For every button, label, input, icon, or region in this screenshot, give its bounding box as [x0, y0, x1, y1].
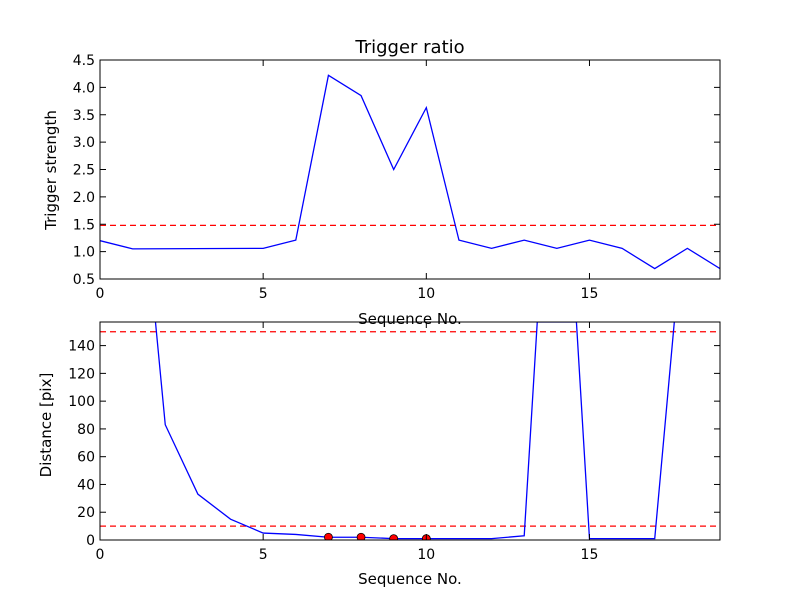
- bottom-y-tick-label: 20: [77, 505, 95, 521]
- bottom-y-tick-label: 100: [68, 394, 95, 410]
- top-x-tick-label: 15: [581, 286, 599, 302]
- bottom-y-tick-label: 60: [77, 450, 95, 466]
- bottom-series-line-0: [154, 322, 675, 540]
- bottom-marker-point: [324, 532, 333, 540]
- top-plot-ticks: 0 5 10 15 0.5 1.0 1.5 2.0 2.5 3.0 3.5 4.0 4.5: [73, 53, 720, 302]
- top-y-tick-label: 2.5: [73, 163, 95, 179]
- top-x-tick-label: 0: [96, 286, 105, 302]
- bottom-x-tick-label: 5: [259, 547, 268, 563]
- top-plot-frame: [99, 59, 721, 280]
- top-y-tick-label: 2.0: [73, 190, 95, 206]
- bottom-x-tick-label: 0: [96, 547, 105, 563]
- top-plot: 0 5 10 15 0.5 1.0 1.5 2.0 2.5 3.0 3.5 4.0 4.5 Sequen…: [42, 53, 721, 328]
- bottom-y-tick-label: 140: [68, 339, 95, 355]
- top-y-tick-label: 1.5: [73, 217, 95, 233]
- top-y-tick-label: 1.0: [73, 245, 95, 261]
- bottom-x-axis-label: Sequence No.: [358, 570, 462, 588]
- bottom-y-tick-label: 80: [77, 422, 95, 438]
- top-y-tick-label: 4.0: [73, 80, 95, 96]
- bottom-x-tick-label: 10: [417, 547, 435, 563]
- bottom-plot-frame: [99, 321, 721, 541]
- bottom-marker-point: [389, 534, 399, 540]
- top-y-tick-label: 4.5: [73, 53, 95, 69]
- top-y-tick-label: 0.5: [73, 272, 95, 288]
- bottom-plot-ticks: 0 5 10 15 0 20 40 60 80 100 120 140: [68, 322, 720, 563]
- top-plot-data: [100, 74, 720, 270]
- top-y-tick-label: 3.0: [73, 135, 95, 151]
- top-x-tick-label: 10: [417, 286, 435, 302]
- bottom-marker-point: [356, 532, 366, 540]
- top-y-axis-label: Trigger strength: [42, 110, 60, 231]
- top-x-tick-label: 5: [259, 286, 268, 302]
- top-series-line-0: [100, 74, 720, 270]
- bottom-y-axis-label: Distance [pix]: [37, 373, 55, 478]
- top-x-axis-label: Sequence No.: [358, 310, 462, 328]
- bottom-y-tick-label: 0: [86, 533, 95, 549]
- bottom-y-tick-label: 120: [68, 366, 95, 382]
- bottom-plot: 0 5 10 15 0 20 40 60 80 100 120 140 Sequence No. Di…: [37, 321, 721, 588]
- bottom-y-tick-label: 40: [77, 477, 95, 493]
- bottom-x-tick-label: 15: [581, 547, 599, 563]
- top-y-tick-label: 3.5: [73, 108, 95, 124]
- chart-title: Trigger ratio: [354, 37, 464, 58]
- bottom-plot-data: [100, 322, 720, 540]
